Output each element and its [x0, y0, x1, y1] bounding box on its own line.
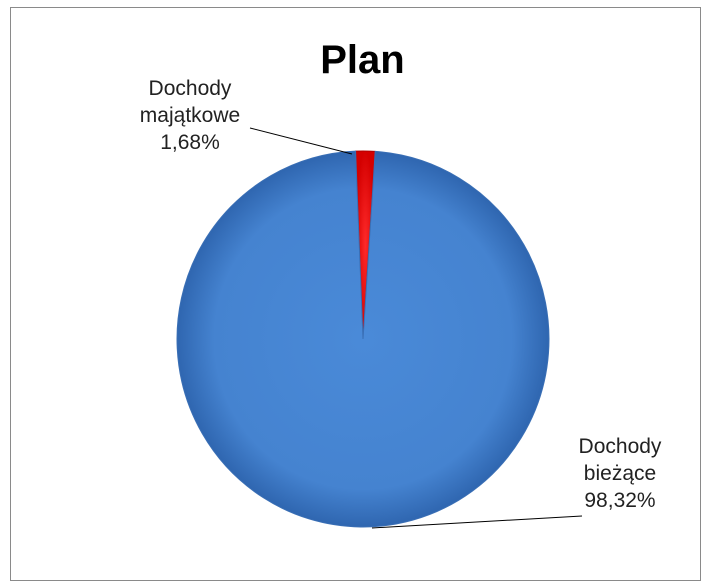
leader-line-biezace [371, 515, 583, 529]
data-label-majatkowe: Dochody majątkowe 1,68% [120, 75, 260, 156]
pie-slice-biezace [176, 150, 550, 528]
data-label-majatkowe-line1: Dochody [148, 77, 232, 100]
data-label-biezace-line1: Dochody [578, 435, 662, 458]
leader-line-majatkowe [249, 127, 353, 155]
data-label-biezace-value: 98,32% [584, 489, 656, 512]
chart-title: Plan [320, 38, 405, 82]
data-label-majatkowe-value: 1,68% [160, 131, 220, 154]
data-label-majatkowe-line2: majątkowe [139, 104, 241, 127]
data-label-biezace: Dochody bieżące 98,32% [560, 433, 680, 514]
data-label-biezace-line2: bieżące [583, 462, 657, 485]
